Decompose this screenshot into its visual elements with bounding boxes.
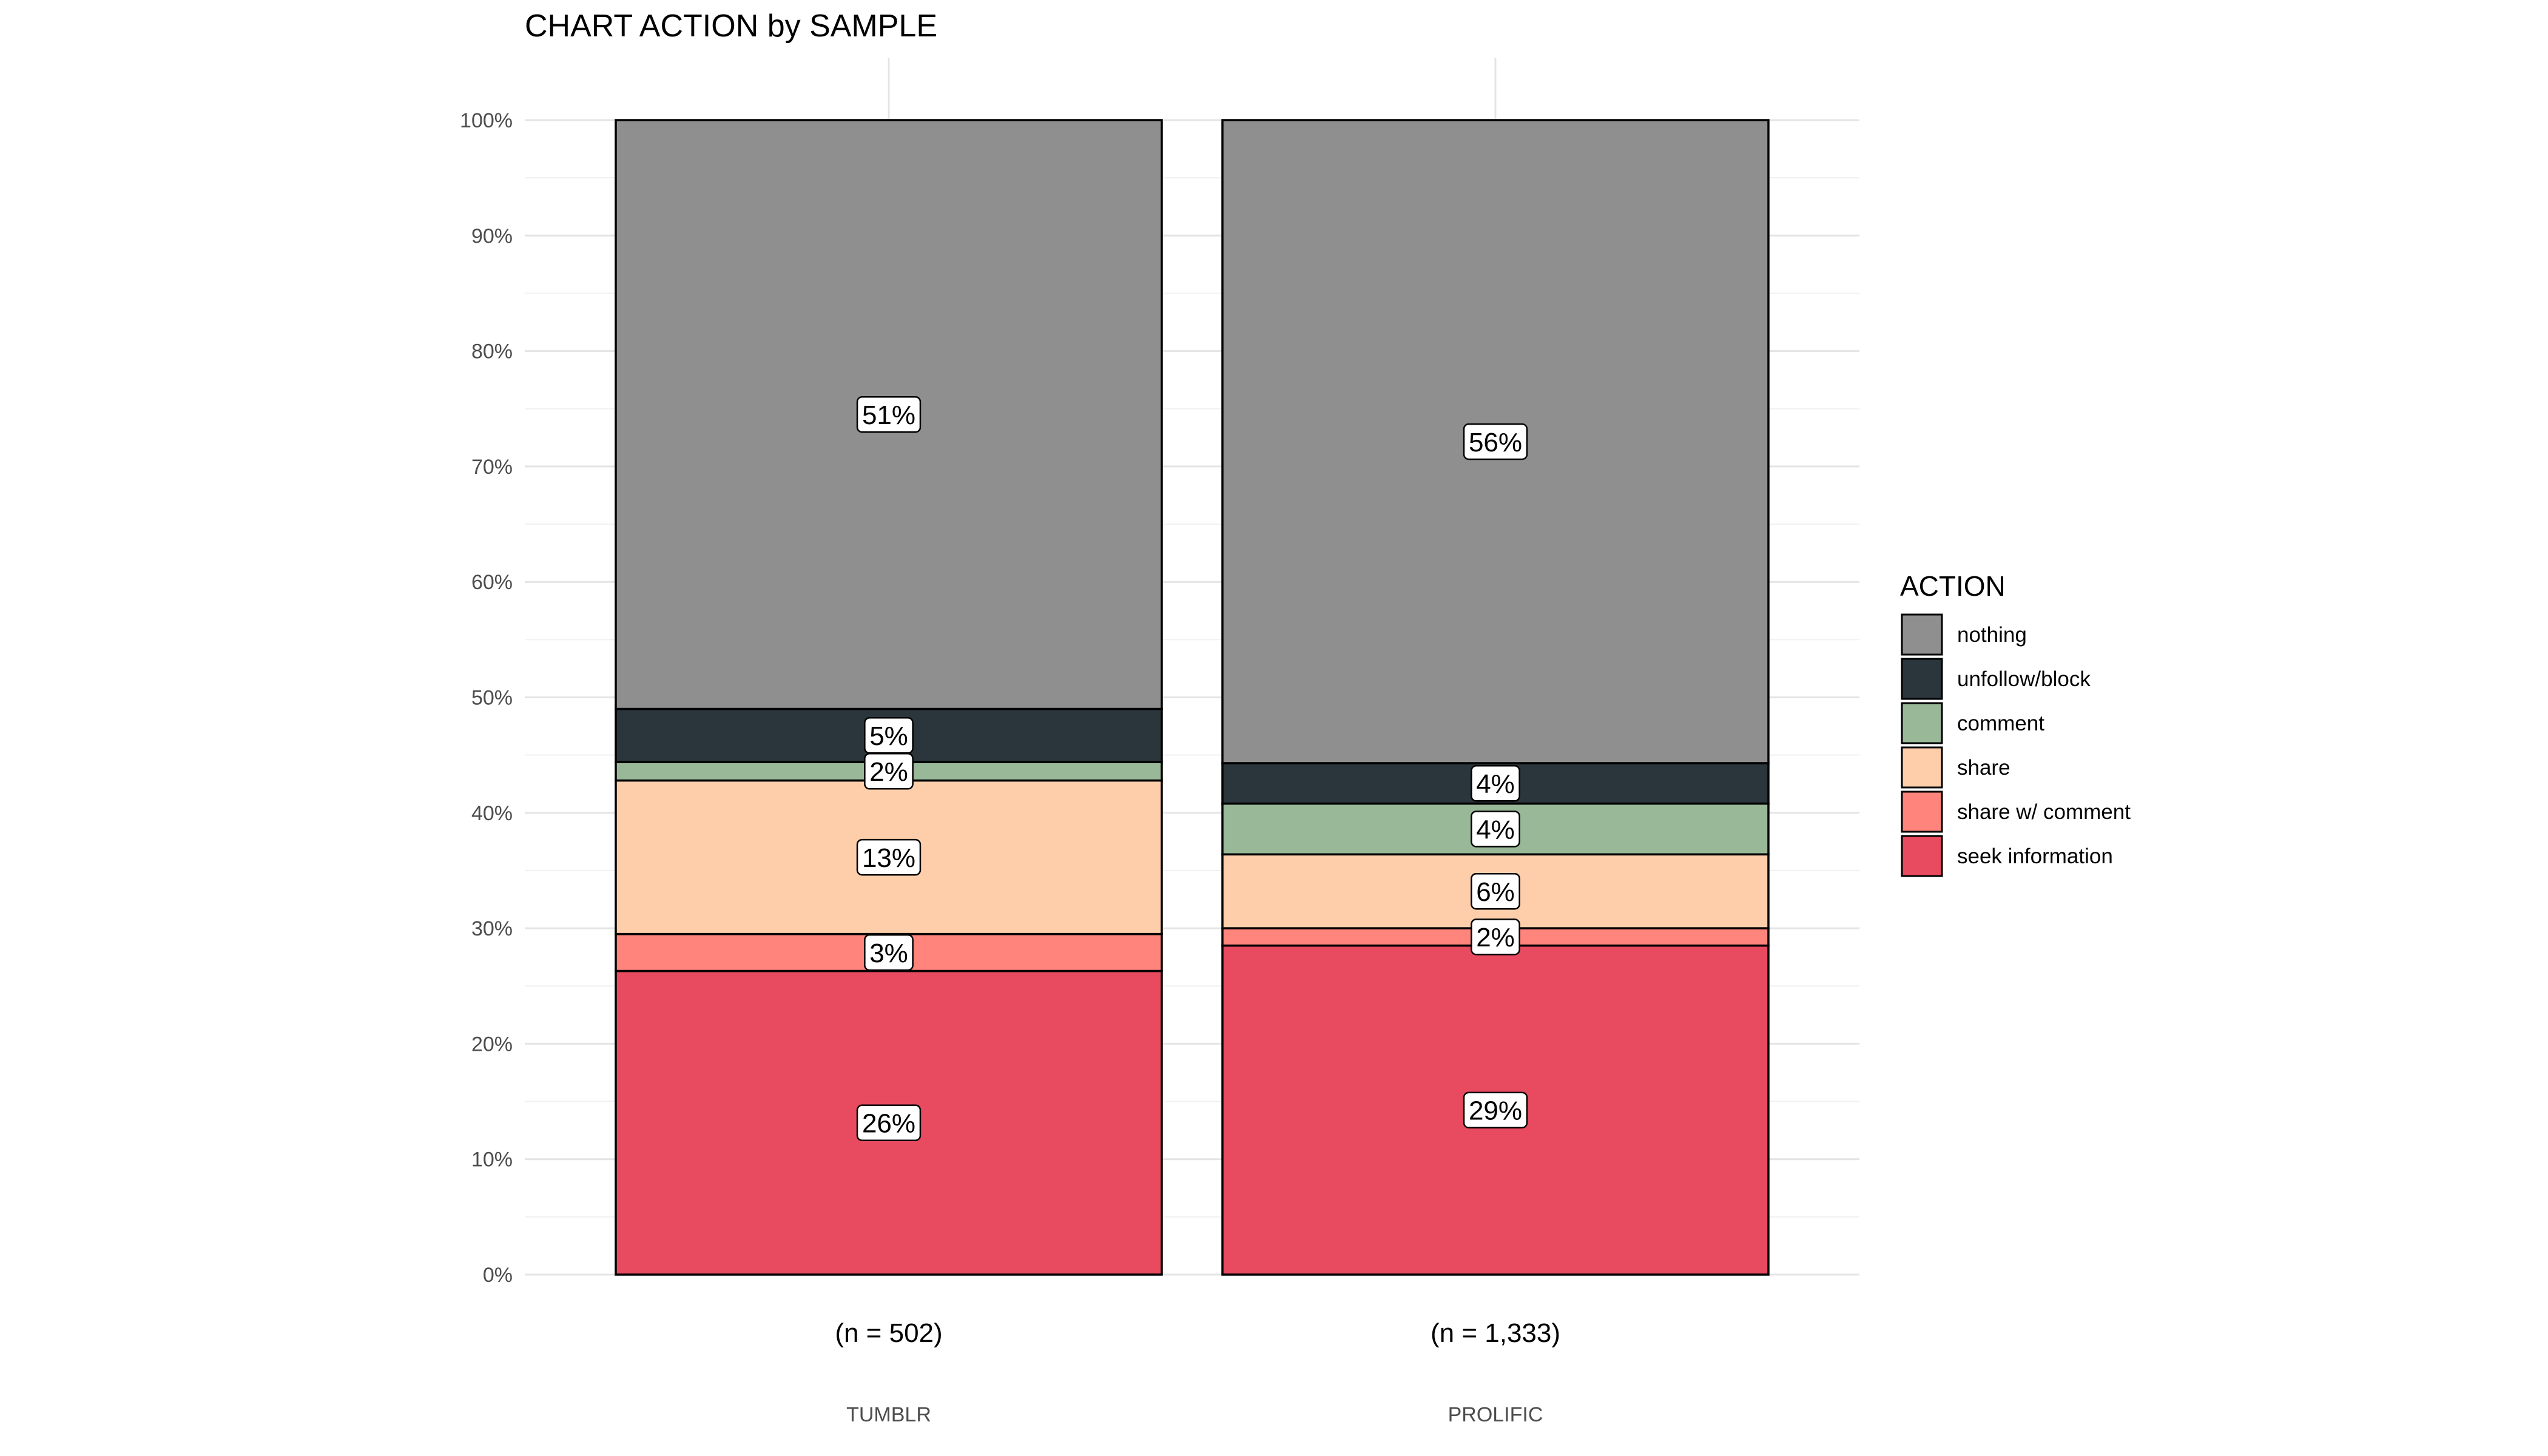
- y-tick-label: 40%: [471, 802, 513, 825]
- y-tick-label: 50%: [471, 687, 513, 710]
- y-tick-label: 0%: [483, 1264, 513, 1287]
- legend-swatch: [1901, 702, 1943, 744]
- legend: ACTION nothing unfollow/block comment share s…: [1900, 570, 2131, 877]
- y-tick-label: 80%: [471, 340, 513, 363]
- legend-item-label: nothing: [1957, 623, 2027, 647]
- data-label: 4%: [1476, 815, 1515, 844]
- legend-swatch: [1901, 613, 1943, 656]
- legend-title: ACTION: [1900, 570, 2006, 602]
- data-label-box: [856, 1104, 922, 1142]
- chart-title: CHART ACTION by SAMPLE: [525, 8, 937, 44]
- legend-item-label: seek information: [1957, 844, 2113, 868]
- data-label-box: [856, 838, 922, 876]
- data-labels: 26% 3% 13% 2% 5% 51% 29% 2% 6% 4% 4% 56%: [856, 396, 1528, 1142]
- legend-item-label: share w/ comment: [1957, 800, 2131, 824]
- data-label-box: [1471, 872, 1520, 910]
- data-label-box: [864, 717, 914, 754]
- x-tick-label: TUMBLR: [846, 1403, 931, 1426]
- legend-item-label: share: [1957, 756, 2010, 780]
- data-label: 6%: [1476, 877, 1515, 907]
- data-label-box: [1471, 765, 1520, 802]
- data-label: 3%: [869, 939, 908, 968]
- sample-size-label: (n = 1,333): [1431, 1318, 1560, 1348]
- y-tick-label: 20%: [471, 1033, 513, 1056]
- y-tick-label: 90%: [471, 224, 513, 248]
- data-label: 5%: [869, 721, 908, 751]
- data-label: 2%: [1476, 923, 1515, 952]
- legend-swatch: [1901, 835, 1943, 877]
- data-label-box: [1471, 918, 1520, 956]
- legend-swatch: [1901, 658, 1943, 700]
- sample-size-label: (n = 502): [835, 1318, 942, 1348]
- data-label-box: [864, 934, 914, 971]
- legend-swatch: [1901, 746, 1943, 789]
- y-tick-label: 100%: [460, 109, 513, 132]
- data-label: 29%: [1469, 1096, 1522, 1126]
- data-label: 13%: [862, 843, 915, 873]
- data-label-box: [856, 396, 922, 433]
- data-label: 26%: [862, 1109, 915, 1139]
- legend-item-label: unfollow/block: [1957, 667, 2091, 691]
- x-tick-label: PROLIFIC: [1448, 1403, 1543, 1426]
- y-tick-label: 30%: [471, 917, 513, 940]
- y-tick-label: 60%: [471, 571, 513, 594]
- data-label: 56%: [1469, 428, 1522, 457]
- legend-item-label: comment: [1957, 712, 2044, 735]
- y-tick-label: 10%: [471, 1148, 513, 1171]
- data-label: 2%: [869, 757, 908, 787]
- data-label-box: [1463, 1091, 1528, 1129]
- data-label: 4%: [1476, 769, 1515, 799]
- data-label-box: [1463, 423, 1528, 460]
- legend-swatch: [1901, 790, 1943, 833]
- data-label: 51%: [862, 400, 915, 430]
- y-tick-label: 70%: [471, 456, 513, 479]
- axes: 0% 10% 20% 30% 40% 50% 60% 70% 80% 90% 100% (n = 50…: [460, 109, 1560, 1426]
- data-label-box: [1471, 811, 1520, 848]
